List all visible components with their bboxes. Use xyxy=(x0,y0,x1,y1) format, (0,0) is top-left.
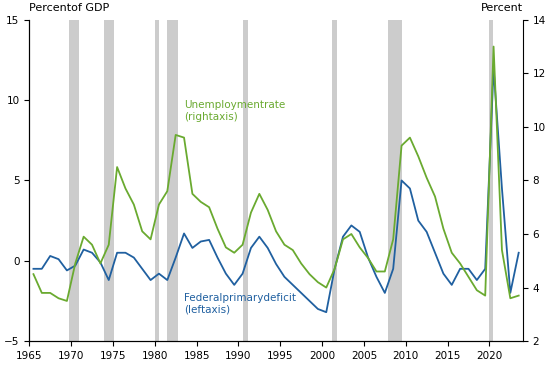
Bar xyxy=(490,20,493,341)
Text: Percent: Percent xyxy=(481,3,523,14)
Bar xyxy=(155,20,159,341)
Bar xyxy=(332,20,337,341)
Text: Federalprimarydeficit
(leftaxis): Federalprimarydeficit (leftaxis) xyxy=(184,293,296,315)
Text: Unemploymentrate
(rightaxis): Unemploymentrate (rightaxis) xyxy=(184,100,285,122)
Text: Percentof GDP: Percentof GDP xyxy=(29,3,109,14)
Bar xyxy=(69,20,79,341)
Bar xyxy=(388,20,401,341)
Bar xyxy=(104,20,114,341)
Bar xyxy=(167,20,178,341)
Bar xyxy=(243,20,248,341)
